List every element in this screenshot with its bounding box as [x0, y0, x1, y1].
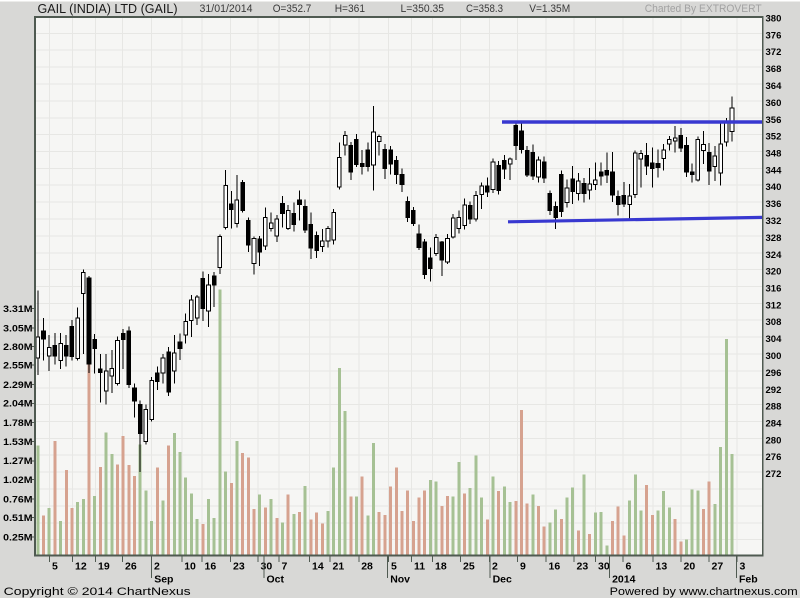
- svg-text:30: 30: [598, 561, 610, 573]
- svg-text:5: 5: [52, 561, 58, 573]
- svg-text:V=1.35M: V=1.35M: [529, 3, 570, 15]
- svg-text:14: 14: [312, 561, 324, 573]
- svg-text:Feb: Feb: [739, 574, 758, 586]
- svg-text:348: 348: [766, 149, 782, 160]
- svg-text:28: 28: [361, 561, 373, 573]
- svg-text:1.02M: 1.02M: [3, 475, 32, 486]
- svg-text:O=352.7: O=352.7: [273, 3, 312, 15]
- svg-text:Sep: Sep: [154, 574, 173, 586]
- svg-text:18: 18: [435, 561, 447, 573]
- svg-text:C=358.3: C=358.3: [466, 3, 503, 15]
- svg-text:Charted By EXTROVERT: Charted By EXTROVERT: [645, 3, 762, 15]
- svg-text:Copyright © 2014 ChartNexus: Copyright © 2014 ChartNexus: [4, 586, 192, 598]
- svg-text:344: 344: [766, 165, 783, 176]
- svg-text:13: 13: [656, 561, 668, 573]
- svg-text:11: 11: [414, 561, 425, 573]
- svg-text:20: 20: [684, 561, 696, 573]
- svg-text:376: 376: [766, 30, 782, 41]
- svg-text:25: 25: [463, 561, 475, 573]
- svg-text:312: 312: [766, 300, 782, 311]
- svg-text:1.53M: 1.53M: [3, 437, 32, 448]
- svg-text:288: 288: [766, 402, 782, 413]
- svg-text:272: 272: [766, 469, 782, 480]
- svg-text:324: 324: [766, 250, 783, 261]
- svg-text:352: 352: [766, 132, 782, 143]
- svg-text:9: 9: [520, 561, 526, 573]
- svg-text:2.29M: 2.29M: [3, 380, 32, 391]
- svg-text:Dec: Dec: [493, 574, 512, 586]
- svg-text:360: 360: [766, 98, 782, 109]
- svg-text:Oct: Oct: [267, 574, 285, 586]
- svg-text:3: 3: [740, 561, 746, 573]
- svg-text:328: 328: [766, 233, 782, 244]
- svg-text:GAIL (INDIA) LTD (GAIL): GAIL (INDIA) LTD (GAIL): [38, 1, 178, 16]
- svg-text:0.51M: 0.51M: [3, 513, 32, 524]
- svg-text:23: 23: [577, 561, 589, 573]
- svg-text:336: 336: [766, 199, 782, 210]
- svg-text:Nov: Nov: [390, 574, 410, 586]
- svg-text:H=361: H=361: [335, 3, 365, 15]
- svg-text:280: 280: [766, 435, 782, 446]
- svg-text:356: 356: [766, 115, 782, 126]
- svg-text:380: 380: [766, 14, 782, 25]
- svg-text:23: 23: [233, 561, 245, 573]
- svg-text:364: 364: [766, 81, 783, 92]
- svg-text:2.04M: 2.04M: [3, 399, 32, 410]
- svg-text:19: 19: [98, 561, 110, 573]
- svg-text:10: 10: [184, 561, 196, 573]
- svg-text:3.31M: 3.31M: [3, 304, 32, 315]
- svg-text:Powered by www.chartnexus.com: Powered by www.chartnexus.com: [610, 586, 798, 598]
- svg-text:30: 30: [261, 561, 273, 573]
- svg-text:7: 7: [282, 561, 288, 573]
- svg-text:2: 2: [154, 561, 160, 573]
- svg-text:3.05M: 3.05M: [3, 323, 32, 334]
- svg-text:L=350.35: L=350.35: [401, 3, 445, 15]
- svg-text:1.78M: 1.78M: [3, 418, 32, 429]
- svg-text:1.27M: 1.27M: [3, 456, 32, 467]
- svg-text:372: 372: [766, 47, 782, 58]
- svg-text:2.55M: 2.55M: [3, 361, 32, 372]
- svg-text:368: 368: [766, 64, 782, 75]
- svg-text:276: 276: [766, 452, 782, 463]
- svg-text:300: 300: [766, 351, 782, 362]
- svg-text:0.25M: 0.25M: [3, 532, 32, 543]
- svg-text:308: 308: [766, 317, 782, 328]
- svg-text:0.76M: 0.76M: [3, 494, 32, 505]
- svg-text:26: 26: [125, 561, 137, 573]
- svg-text:2: 2: [492, 561, 498, 573]
- svg-text:27: 27: [712, 561, 724, 573]
- svg-text:332: 332: [766, 216, 782, 227]
- svg-text:21: 21: [333, 561, 345, 573]
- svg-text:340: 340: [766, 182, 782, 193]
- svg-text:31/01/2014: 31/01/2014: [200, 3, 253, 15]
- svg-text:316: 316: [766, 284, 782, 295]
- svg-text:16: 16: [205, 561, 217, 573]
- svg-text:292: 292: [766, 385, 782, 396]
- svg-text:284: 284: [766, 419, 783, 430]
- svg-text:6: 6: [626, 561, 632, 573]
- svg-text:320: 320: [766, 267, 782, 278]
- svg-text:5: 5: [391, 561, 397, 573]
- svg-text:2014: 2014: [612, 574, 636, 586]
- svg-text:296: 296: [766, 368, 782, 379]
- svg-text:12: 12: [75, 561, 87, 573]
- svg-text:304: 304: [766, 334, 783, 345]
- svg-text:16: 16: [549, 561, 561, 573]
- svg-text:2.80M: 2.80M: [3, 342, 32, 353]
